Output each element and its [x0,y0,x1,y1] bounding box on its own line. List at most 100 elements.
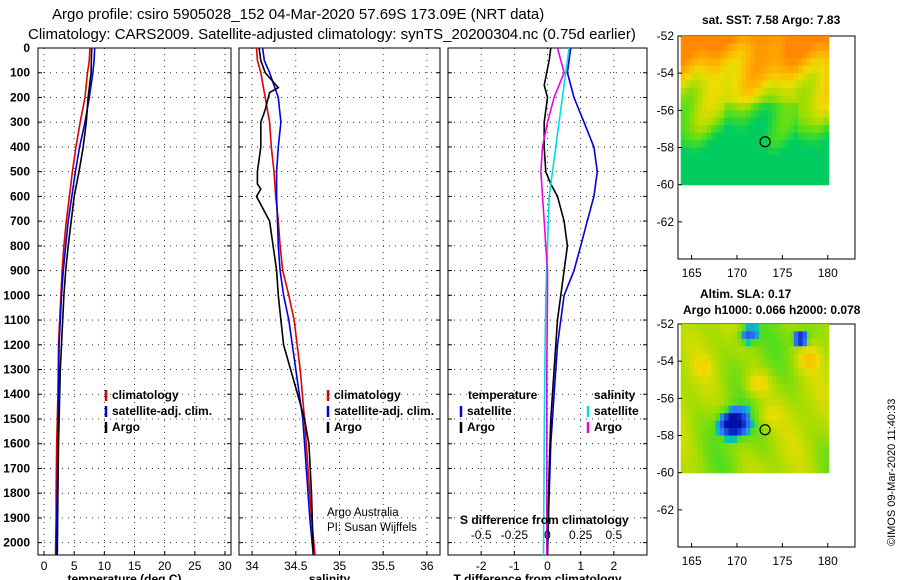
sst_map-heat-cell [719,169,725,178]
sst_map-heat-cell [780,102,786,111]
sla_map-heat-cell [798,376,804,385]
sla_map-heat-cell [680,465,686,474]
sst_map-heat-cell [737,73,743,82]
sla_map-heat-cell [693,398,699,407]
sst_map-heat-cell [728,132,734,141]
sst_map-heat-cell [746,110,751,119]
sst_map-heat-cell [776,50,782,59]
sla_map-heat-cell [698,405,704,414]
temperature-xtick-label: 0 [41,559,48,573]
sla_map-heat-cell [737,346,743,355]
sla_map-heat-cell [754,413,760,422]
sla_map-heat-cell [767,405,773,414]
depth-tick-label: 1000 [3,288,30,302]
sla_map-heat-cell [806,435,812,444]
sla_map-heat-cell [724,398,730,407]
sst_map-heat-cell [772,36,778,45]
sla_map-heat-cell [785,420,791,429]
sst_map-heat-cell [724,147,730,156]
sla_map-heat-cell [702,338,708,347]
sla_map-heat-cell [780,368,786,377]
sla_map-heat-cell [724,383,730,392]
sla_map-heat-cell [754,435,760,444]
difference-legend-temp-title: temperature [468,388,538,402]
sla_map-heat-cell [754,428,760,437]
sst_map-heat-cell [811,169,817,178]
sla_map-heat-cell [759,390,764,399]
sla_map-heat-cell [789,435,795,444]
salinity-series-climatology [255,47,316,556]
sla_map-heat-cell [711,331,717,340]
sst_map-heat-cell [719,65,725,74]
sla_map-heat-cell [824,353,830,362]
sst_map-heat-cell [689,125,695,134]
sla_map-heat-cell [819,324,825,333]
sst_map-heat-cell [711,132,717,141]
sla_map-heat-cell [724,450,730,459]
sst_map-heat-cell [767,132,773,141]
sla_map-heat-cell [798,465,804,474]
sla_map-heat-cell [759,465,764,474]
sst_map-heat-cell [789,65,795,74]
sst_map-heat-cell [785,58,791,67]
sst_map-heat-cell [798,73,804,82]
sla_map-heat-cell [685,428,691,437]
sla_map-heat-cell [737,361,743,370]
sst_map-heat-cell [737,102,743,111]
sst_map-heat-cell [763,110,769,119]
sla_map-heat-cell [724,405,730,414]
sla_map-heat-cell [711,413,717,422]
sst_map-heat-cell [680,102,686,111]
sst_map-heat-cell [763,65,769,74]
sla_map-heat-cell [732,442,738,451]
sst_map-heat-cell [715,58,721,67]
sla_map-heat-cell [798,383,804,392]
sst_map-heat-cell [693,169,699,178]
sla_map-heat-cell [789,442,795,451]
sla_map-heat-cell [680,435,686,444]
sst_map-heat-cell [754,140,760,149]
sla_map-heat-cell [815,405,821,414]
sst_map-heat-cell [741,147,747,156]
sla_map-heat-cell [737,376,743,385]
difference-xtick-label: -1 [509,559,520,573]
sst_map-heat-cell [728,117,734,126]
sst_map-heat-cell [680,169,686,178]
sla_map-heat-cell [741,405,747,414]
sst_map-heat-cell [806,117,812,126]
sla_map-heat-cell [711,338,717,347]
sst_map-heat-cell [728,80,734,89]
sla_map-heat-cell [750,398,756,407]
sst_map-heat-cell [819,95,825,104]
sla_map-heat-cell [689,435,695,444]
sst_map-heat-cell [802,132,808,141]
sst_map-heat-cell [711,162,717,171]
sla_map-heat-cell [706,346,712,355]
sla_map-heat-cell [776,428,782,437]
sla_map-heat-cell [746,413,751,422]
sla_map-heat-cell [806,376,812,385]
sla_map-heat-cell [746,435,751,444]
sst_map-heat-cell [698,132,704,141]
sla_map-heat-cell [737,353,743,362]
sst_map-heat-cell [789,117,795,126]
sst_map-heat-cell [798,117,804,126]
sla_map-heat-cell [746,442,751,451]
sst_map-heat-cell [693,140,699,149]
sla_map-heat-cell [759,368,764,377]
sla_map-heat-cell [732,383,738,392]
sst_map-xtick-label: 180 [818,266,838,280]
depth-tick-label: 400 [10,140,30,154]
sst_map-heat-cell [789,43,795,52]
sst_map-heat-cell [793,58,799,67]
sla_map-heat-cell [724,465,730,474]
sst_map-heat-cell [711,65,717,74]
sla_map-heat-cell [780,338,786,347]
sla_map-heat-cell [715,368,721,377]
sla_map-heat-cell [719,390,725,399]
sst_map-heat-cell [680,132,686,141]
depth-tick-label: 100 [10,66,30,80]
sst_map-heat-cell [776,110,782,119]
sla_map-heat-cell [793,353,799,362]
sla_map-heat-cell [819,376,825,385]
